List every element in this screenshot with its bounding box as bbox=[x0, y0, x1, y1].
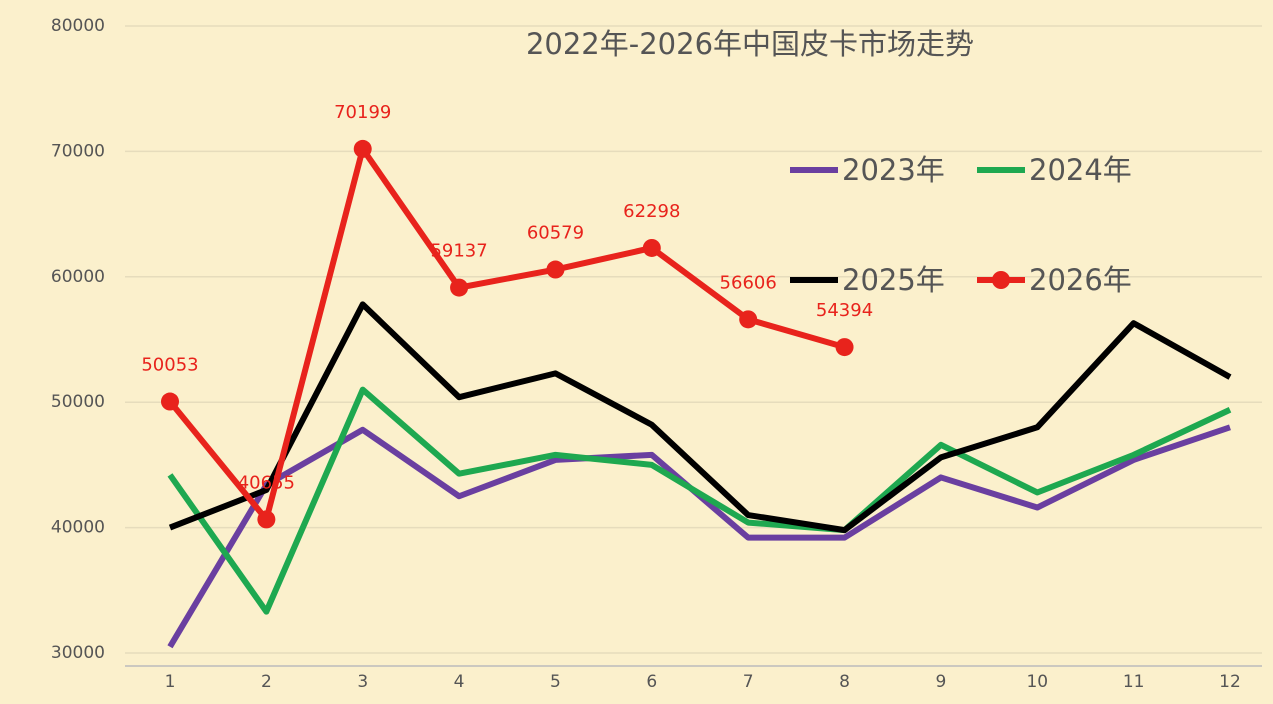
y-tick-label: 80000 bbox=[51, 16, 105, 36]
point bbox=[835, 338, 854, 357]
legend-label: 2025年 bbox=[842, 263, 945, 297]
series-line bbox=[167, 386, 1232, 615]
y-tick-label: 50000 bbox=[51, 392, 105, 412]
point bbox=[161, 392, 179, 411]
series-line bbox=[167, 145, 846, 523]
x-tick-label: 3 bbox=[357, 672, 368, 692]
point bbox=[450, 278, 469, 297]
value-label: 62298 bbox=[623, 201, 680, 222]
point bbox=[642, 238, 661, 257]
x-tick-label: 12 bbox=[1219, 672, 1241, 692]
point bbox=[546, 260, 565, 279]
chart-title: 2022年-2026年中国皮卡市场走势 bbox=[526, 27, 974, 61]
value-label: 60579 bbox=[527, 223, 584, 244]
y-tick-label: 40000 bbox=[51, 518, 105, 538]
point bbox=[739, 310, 758, 329]
y-tick-label: 70000 bbox=[51, 141, 105, 161]
x-tick-label: 1 bbox=[165, 672, 176, 692]
x-tick-label: 11 bbox=[1123, 672, 1145, 692]
y-tick-label: 60000 bbox=[51, 267, 105, 287]
point bbox=[257, 510, 276, 529]
legend-marker bbox=[992, 271, 1010, 289]
value-label: 70199 bbox=[334, 102, 391, 123]
value-label: 50053 bbox=[141, 355, 198, 376]
value-label: 40655 bbox=[238, 472, 295, 493]
x-tick-label: 2 bbox=[261, 672, 272, 692]
x-tick-label: 5 bbox=[550, 672, 561, 692]
legend-label: 2023年 bbox=[842, 153, 945, 187]
x-tick-label: 6 bbox=[646, 672, 657, 692]
value-label: 54394 bbox=[816, 300, 873, 321]
x-tick-label: 9 bbox=[935, 672, 946, 692]
value-label: 59137 bbox=[430, 241, 487, 262]
legend-label: 2026年 bbox=[1029, 263, 1132, 297]
x-tick-label: 10 bbox=[1026, 672, 1048, 692]
point bbox=[353, 139, 372, 158]
x-tick-label: 7 bbox=[743, 672, 754, 692]
legend-label: 2024年 bbox=[1029, 153, 1132, 187]
value-label: 56606 bbox=[720, 272, 777, 293]
x-tick-label: 4 bbox=[454, 672, 465, 692]
x-tick-label: 8 bbox=[839, 672, 850, 692]
series-line bbox=[168, 301, 1232, 534]
y-tick-label: 30000 bbox=[51, 643, 105, 663]
